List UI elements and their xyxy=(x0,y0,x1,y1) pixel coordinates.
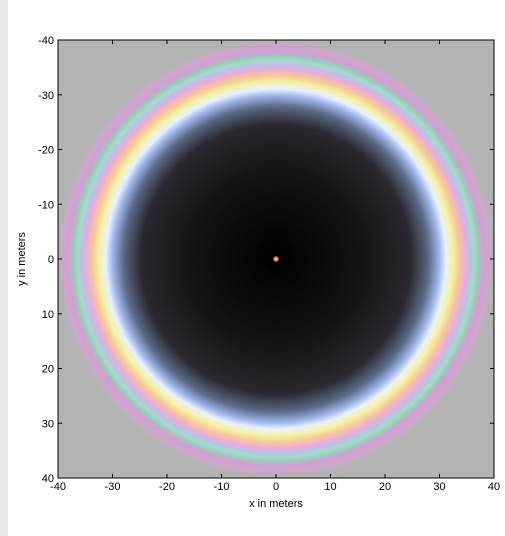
y-tick-label: 0 xyxy=(48,254,54,266)
y-tick-label: -30 xyxy=(38,90,54,102)
x-tick-label: -10 xyxy=(214,481,230,493)
x-tick-label: -40 xyxy=(50,481,66,493)
plot-area xyxy=(57,39,495,479)
y-tick-label: 10 xyxy=(42,309,54,321)
y-axis-label: y in meters xyxy=(16,232,28,286)
y-tick-label: 30 xyxy=(42,418,54,430)
y-tick-label: -10 xyxy=(38,199,54,211)
x-axis-label: x in meters xyxy=(249,498,303,510)
x-tick-label: 20 xyxy=(379,481,391,493)
x-tick-label: -30 xyxy=(105,481,121,493)
x-tick-label: -20 xyxy=(159,481,175,493)
x-tick-label: 30 xyxy=(433,481,445,493)
x-axis-ticks: -40 -30 -20 -10 0 10 20 30 40 xyxy=(50,40,500,493)
x-tick-label: 0 xyxy=(273,481,279,493)
y-tick-label: 20 xyxy=(42,364,54,376)
x-tick-label: 40 xyxy=(488,481,500,493)
y-tick-label: -40 xyxy=(38,35,54,47)
y-tick-label: -20 xyxy=(38,145,54,157)
center-source-dot xyxy=(272,255,280,263)
y-tick-label: 40 xyxy=(42,473,54,485)
x-tick-label: 10 xyxy=(324,481,336,493)
y-axis-ticks: -40 -30 -20 -10 0 10 20 30 40 xyxy=(38,35,494,485)
